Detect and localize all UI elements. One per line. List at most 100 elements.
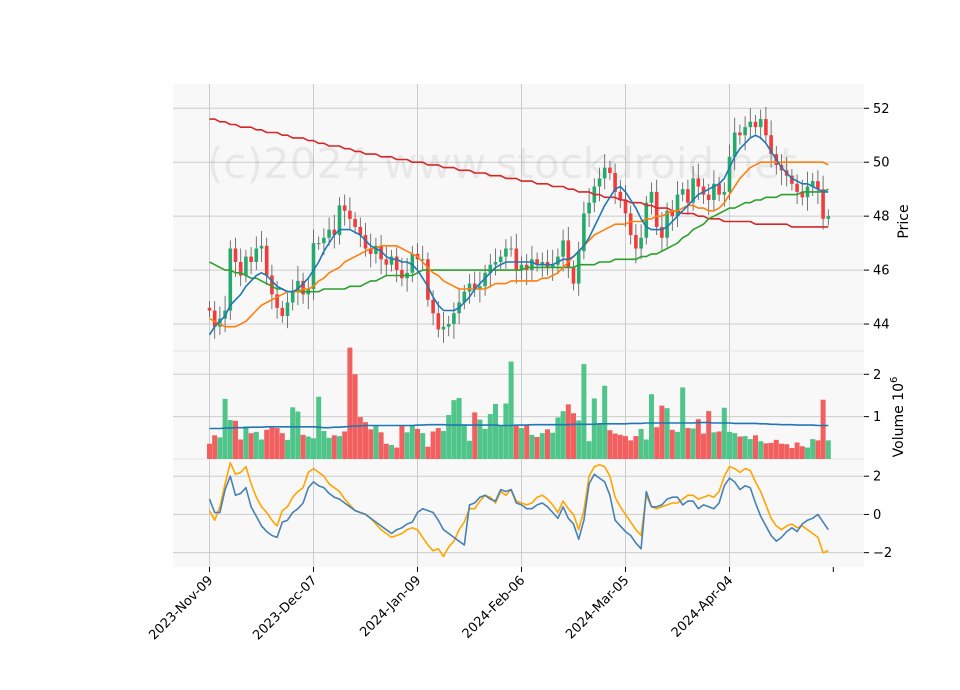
- ma-mid-line: [209, 161, 829, 328]
- candle: [394, 247, 399, 283]
- candle-body: [332, 229, 337, 236]
- volume-bar: [394, 447, 400, 459]
- candle-body: [478, 286, 482, 289]
- volume-bar: [576, 420, 582, 459]
- candle-body: [301, 280, 305, 295]
- candle-body: [712, 183, 716, 200]
- candle: [368, 233, 373, 268]
- candle: [660, 212, 664, 252]
- watermark-text: (c)2024 www.stockdroid.net: [207, 139, 796, 188]
- candle-body: [280, 307, 285, 316]
- volume-bar: [305, 436, 311, 459]
- volume-bar: [732, 433, 738, 459]
- candle-body: [717, 183, 721, 195]
- volume-ytick-label: 2: [873, 368, 881, 383]
- candle-body: [264, 245, 269, 276]
- candle-body: [441, 326, 446, 330]
- candle-body: [504, 248, 508, 257]
- volume-bar: [321, 431, 327, 459]
- volume-bar: [742, 436, 748, 459]
- volume-bar: [347, 347, 353, 459]
- volume-bar: [487, 414, 493, 459]
- volume-bar: [701, 433, 706, 459]
- volume-bar: [503, 403, 509, 459]
- candle-body: [530, 259, 534, 271]
- candle-body: [452, 313, 456, 325]
- ma-fast-line: [208, 134, 829, 336]
- candle-body: [613, 173, 617, 192]
- candle: [285, 293, 290, 329]
- volume-bar: [649, 394, 654, 459]
- candle-body: [696, 178, 701, 187]
- candle-body: [363, 235, 368, 249]
- volume-bar: [290, 407, 296, 459]
- candle-body: [680, 189, 685, 195]
- osc-ytick-label: −2: [873, 546, 892, 561]
- candle: [717, 177, 721, 202]
- volume-bar: [789, 447, 795, 459]
- candle-body: [212, 310, 217, 327]
- candle: [639, 224, 643, 260]
- candle: [384, 245, 389, 276]
- volume-bar: [441, 431, 446, 459]
- volume-bar: [415, 428, 420, 459]
- candle-body: [800, 191, 805, 198]
- candle-body: [738, 132, 742, 136]
- candle-body: [228, 248, 233, 311]
- volume-bar: [654, 427, 660, 459]
- candle: [348, 197, 352, 230]
- candle-body: [431, 299, 435, 314]
- volume-bar: [326, 437, 332, 459]
- candle-body: [535, 259, 539, 265]
- candle: [644, 195, 649, 245]
- price-panel: [207, 106, 831, 343]
- volume-exponent: 6: [889, 377, 900, 383]
- volume-bar: [399, 425, 405, 459]
- candle: [602, 154, 607, 190]
- candle: [566, 226, 571, 279]
- candle-body: [483, 272, 487, 287]
- candle-body: [602, 167, 607, 179]
- candle: [493, 248, 498, 276]
- candle-body: [587, 202, 591, 214]
- volume-bar: [389, 445, 394, 459]
- candle-body: [644, 202, 649, 238]
- volume-bar: [695, 419, 701, 459]
- candle-body: [472, 283, 477, 289]
- candle: [821, 175, 825, 230]
- volume-bar: [519, 428, 524, 459]
- x-tick-label: 2024-Feb-06: [460, 573, 529, 642]
- volume-bar: [300, 434, 306, 459]
- volume-bar: [477, 419, 483, 459]
- candle-body: [389, 256, 394, 265]
- volume-bar: [264, 429, 270, 459]
- candle-body: [561, 240, 565, 257]
- candle: [634, 224, 638, 264]
- volume-bar: [737, 436, 743, 459]
- volume-bar: [212, 435, 218, 459]
- candle-body: [368, 248, 373, 254]
- oscillator-panel: [208, 461, 829, 558]
- candle-body: [576, 251, 581, 284]
- volume-bar: [794, 442, 800, 459]
- candle-body: [358, 226, 363, 236]
- candle: [680, 182, 685, 202]
- candle-body: [670, 210, 675, 217]
- candle: [670, 199, 675, 231]
- volume-bar: [643, 439, 649, 459]
- volume-bar: [498, 425, 504, 459]
- candle-body: [691, 178, 695, 203]
- candle-body: [238, 262, 243, 276]
- candle-body: [665, 210, 669, 238]
- volume-bar: [768, 442, 774, 459]
- candle-body: [353, 218, 357, 227]
- candle-body: [244, 256, 248, 276]
- candle: [441, 311, 446, 343]
- candle-body: [426, 259, 430, 300]
- volume-bar: [721, 407, 727, 459]
- candle-body: [296, 280, 300, 292]
- candle: [259, 230, 264, 262]
- candle: [727, 144, 732, 200]
- candle-body: [660, 226, 664, 238]
- candle-body: [764, 119, 768, 136]
